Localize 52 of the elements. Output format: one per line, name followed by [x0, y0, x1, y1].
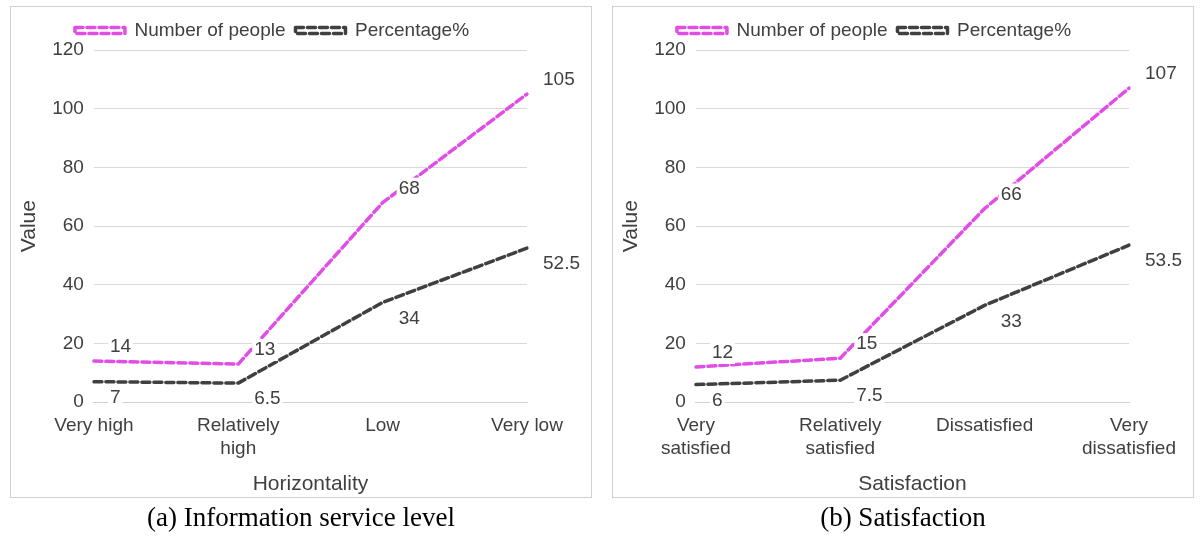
data-label: 7.5	[856, 384, 883, 406]
x-tick-label: Relatively high	[197, 413, 280, 458]
y-tick-label: 80	[664, 155, 686, 177]
data-label: 33	[1000, 309, 1022, 331]
x-tick-label: Relatively satisfied	[799, 413, 882, 458]
y-tick-label: 100	[52, 96, 84, 118]
legend-label: Percentage%	[956, 18, 1072, 40]
y-tick-label: 80	[62, 155, 84, 177]
x-tick-label: Very low	[491, 413, 564, 435]
y-axis-title: Value	[618, 200, 642, 253]
y-tick-label: 20	[664, 331, 686, 353]
y-tick-label: 120	[52, 38, 84, 60]
y-tick-label: 120	[654, 38, 686, 60]
data-label: 53.5	[1145, 249, 1182, 271]
x-tick-label: Low	[365, 413, 401, 435]
x-tick-label: Dissatisfied	[936, 413, 1034, 435]
y-tick-label: 0	[675, 390, 686, 412]
data-label: 52.5	[543, 252, 580, 274]
line-series	[92, 246, 529, 385]
y-tick-label: 40	[62, 273, 84, 295]
y-tick-label: 40	[664, 273, 686, 295]
x-axis-title: Satisfaction	[858, 471, 967, 495]
data-label: 105	[543, 68, 575, 90]
data-label: 12	[711, 341, 734, 363]
data-label: 34	[398, 306, 421, 328]
x-axis-title: Horizontality	[252, 471, 369, 495]
x-tick-label: Very dissatisfied	[1082, 413, 1176, 458]
legend-label: Number of people	[736, 18, 888, 40]
x-tick-label: Very high	[54, 413, 134, 435]
text: (b) Satisfaction	[819, 502, 987, 533]
legend-label: Percentage%	[354, 18, 470, 40]
y-tick-label: 20	[62, 331, 84, 353]
data-label: 13	[254, 338, 276, 360]
data-label: 6	[711, 388, 723, 410]
y-tick-label: 100	[654, 96, 686, 118]
data-label: 68	[398, 176, 420, 198]
legend-label: Number of people	[134, 18, 286, 40]
line-series	[694, 243, 1131, 387]
line-series	[694, 86, 1131, 369]
x-tick-label: Very satisfied	[661, 413, 731, 458]
data-label: 14	[109, 335, 132, 357]
line-series	[92, 92, 529, 366]
data-label: 7	[109, 385, 121, 407]
text: (a) Information service level	[145, 502, 457, 533]
data-label: 6.5	[254, 387, 281, 409]
y-tick-label: 60	[62, 214, 84, 236]
data-label: 66	[1000, 182, 1022, 204]
y-tick-label: 0	[73, 390, 84, 412]
data-label: 107	[1145, 62, 1177, 84]
y-tick-label: 60	[664, 214, 686, 236]
y-axis-title: Value	[16, 200, 40, 253]
data-label: 15	[856, 332, 878, 354]
